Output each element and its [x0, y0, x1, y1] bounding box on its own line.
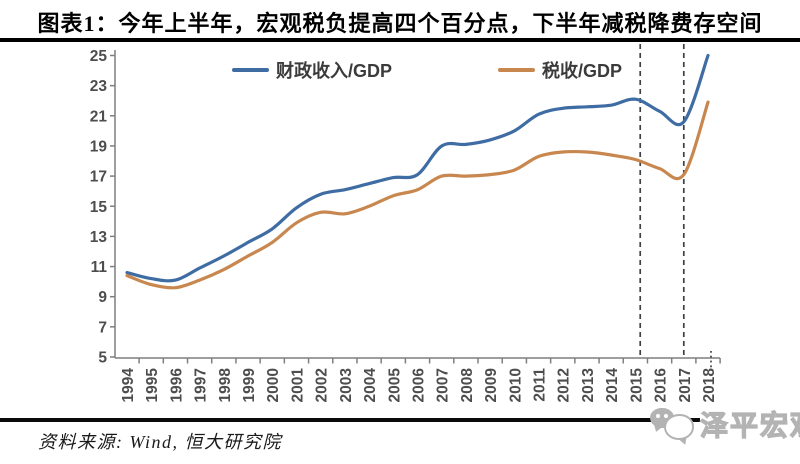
x-tick-label: 2001 — [289, 368, 306, 403]
x-tick-label: 2008 — [459, 368, 476, 403]
series-line-fiscal-revenue — [125, 53, 710, 283]
x-tick-label: 1999 — [241, 368, 258, 403]
x-tick-label: 2009 — [483, 368, 500, 403]
legend-label: 税收/GDP — [542, 61, 623, 81]
x-tick-label: 2016 — [653, 368, 670, 403]
chart-title: 图表1：今年上半年，宏观税负提高四个百分点，下半年减税降费存空间 — [37, 11, 763, 36]
chart-legend: 财政收入/GDP 税收/GDP — [0, 58, 800, 82]
y-tick-label: 7 — [98, 319, 107, 336]
y-tick-label: 21 — [90, 108, 108, 125]
x-tick-label: 2015 — [628, 368, 645, 403]
x-tick-label: 2005 — [386, 368, 403, 403]
y-tick-label: 5 — [98, 350, 107, 367]
watermark-text: 泽平宏观 — [699, 409, 800, 441]
wechat-eye-icon — [656, 414, 660, 418]
legend-line-swatch — [232, 68, 269, 72]
x-tick-label: 2004 — [362, 368, 379, 403]
x-tick-label: 2012 — [556, 368, 573, 402]
footer-divider — [0, 418, 700, 422]
source-note: 资料来源: Wind, 恒大研究院 — [38, 432, 282, 452]
x-tick-label: 2010 — [507, 368, 524, 402]
x-tick-label: 2018 — [701, 368, 718, 403]
x-tick-label: 1994 — [120, 368, 137, 403]
title-divider — [0, 38, 800, 42]
x-tick-label: 2007 — [435, 368, 452, 402]
wechat-eye-icon — [664, 414, 668, 418]
x-tick-label: 2013 — [580, 368, 597, 403]
x-tick-label: 1998 — [217, 368, 234, 403]
x-tick-label: 2003 — [338, 368, 355, 403]
x-tick-label: 2002 — [314, 368, 331, 402]
x-tick-label: 2011 — [532, 368, 549, 402]
x-tick-label: 1995 — [144, 368, 161, 403]
x-tick-label: 1997 — [193, 368, 210, 402]
series-line-tax-revenue — [125, 100, 710, 290]
watermark: 泽平宏观 — [648, 402, 800, 448]
y-tick-label: 15 — [90, 199, 108, 216]
legend-item-1: 税收/GDP — [498, 58, 622, 82]
y-tick-label: 9 — [98, 289, 107, 306]
x-tick-label: 1996 — [168, 368, 185, 403]
x-tick-label: 2006 — [410, 368, 427, 403]
x-tick-label: 2014 — [604, 368, 621, 403]
legend-label: 财政收入/GDP — [276, 61, 393, 81]
x-tick-label: 2000 — [265, 368, 282, 402]
y-tick-label: 19 — [90, 138, 108, 155]
y-tick-label: 13 — [90, 229, 108, 246]
y-tick-label: 11 — [91, 259, 108, 276]
legend-line-swatch — [498, 68, 535, 72]
y-tick-label: 23 — [90, 78, 108, 95]
y-tick-label: 17 — [90, 169, 107, 186]
legend-item-0: 财政收入/GDP — [232, 58, 392, 82]
wechat-icon — [648, 406, 696, 444]
y-tick-label: 25 — [90, 48, 108, 65]
x-tick-label: 2017 — [677, 368, 694, 402]
wechat-bubble-right — [664, 414, 694, 440]
